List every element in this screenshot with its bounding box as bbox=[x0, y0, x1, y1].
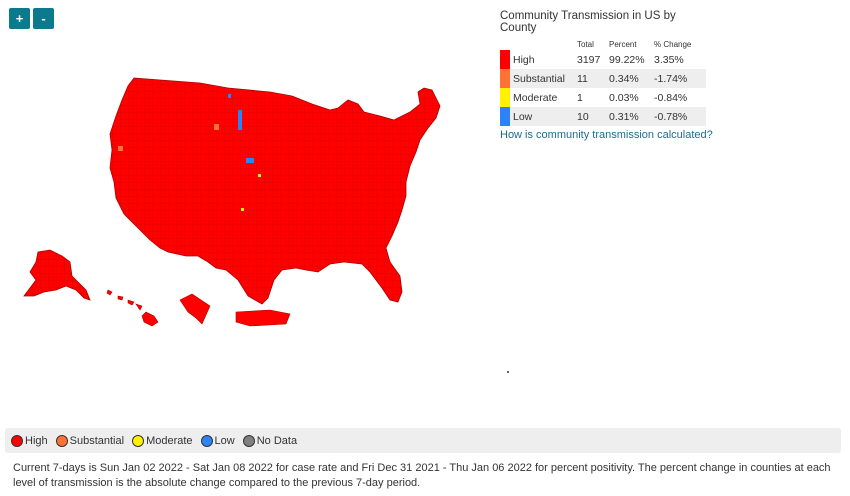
header-total: Total bbox=[577, 39, 594, 49]
legend-item-high[interactable]: High bbox=[11, 434, 48, 447]
legend-item-low[interactable]: Low bbox=[200, 434, 235, 447]
header-change: % Change bbox=[654, 39, 692, 49]
substantial-swatch bbox=[500, 69, 510, 88]
hawaii-shape[interactable] bbox=[106, 289, 159, 327]
us-county-map[interactable] bbox=[0, 0, 460, 340]
low-county-marker bbox=[238, 110, 242, 130]
legend-item-no-data[interactable]: No Data bbox=[242, 434, 297, 447]
moderate-county-marker bbox=[258, 174, 261, 177]
zoom-in-button[interactable]: + bbox=[9, 8, 30, 29]
moderate-dot-icon bbox=[132, 434, 145, 447]
bottom-legend: High Substantial Moderate Low No Data bbox=[5, 428, 841, 453]
calculation-info-link[interactable]: How is community transmission calculated… bbox=[500, 129, 713, 141]
contiguous-us-shape[interactable] bbox=[109, 77, 441, 305]
no-data-dot-icon bbox=[242, 434, 255, 447]
transmission-summary-panel: Community Transmission in US by County T… bbox=[500, 10, 706, 126]
substantial-county-marker bbox=[118, 146, 123, 151]
row-moderate: Moderate 1 0.03% -0.84% bbox=[500, 88, 706, 107]
puerto-rico-shape[interactable] bbox=[235, 309, 291, 327]
substantial-dot-icon bbox=[55, 434, 68, 447]
high-dot-icon bbox=[11, 434, 23, 447]
low-swatch bbox=[500, 107, 510, 126]
moderate-swatch bbox=[500, 88, 510, 107]
legend-item-substantial[interactable]: Substantial bbox=[55, 434, 124, 447]
territory-shape[interactable] bbox=[179, 293, 211, 325]
alaska-shape[interactable] bbox=[23, 249, 91, 301]
moderate-county-marker bbox=[241, 208, 244, 211]
zoom-out-button[interactable]: - bbox=[33, 8, 54, 29]
row-high: High 3197 99.22% 3.35% bbox=[500, 50, 706, 69]
row-low: Low 10 0.31% -0.78% bbox=[500, 107, 706, 126]
high-swatch bbox=[500, 50, 510, 69]
header-percent: Percent bbox=[609, 39, 637, 49]
row-substantial: Substantial 11 0.34% -1.74% bbox=[500, 69, 706, 88]
substantial-county-marker bbox=[214, 124, 219, 130]
low-county-marker bbox=[246, 158, 254, 163]
low-dot-icon bbox=[200, 434, 213, 447]
panel-header-row: Total Percent % Change bbox=[500, 38, 706, 50]
legend-item-moderate[interactable]: Moderate bbox=[132, 434, 193, 447]
loading-dot bbox=[507, 371, 509, 373]
date-range-footnote: Current 7-days is Sun Jan 02 2022 - Sat … bbox=[13, 462, 831, 489]
low-county-marker bbox=[228, 94, 231, 98]
panel-title: Community Transmission in US by County bbox=[500, 10, 676, 34]
